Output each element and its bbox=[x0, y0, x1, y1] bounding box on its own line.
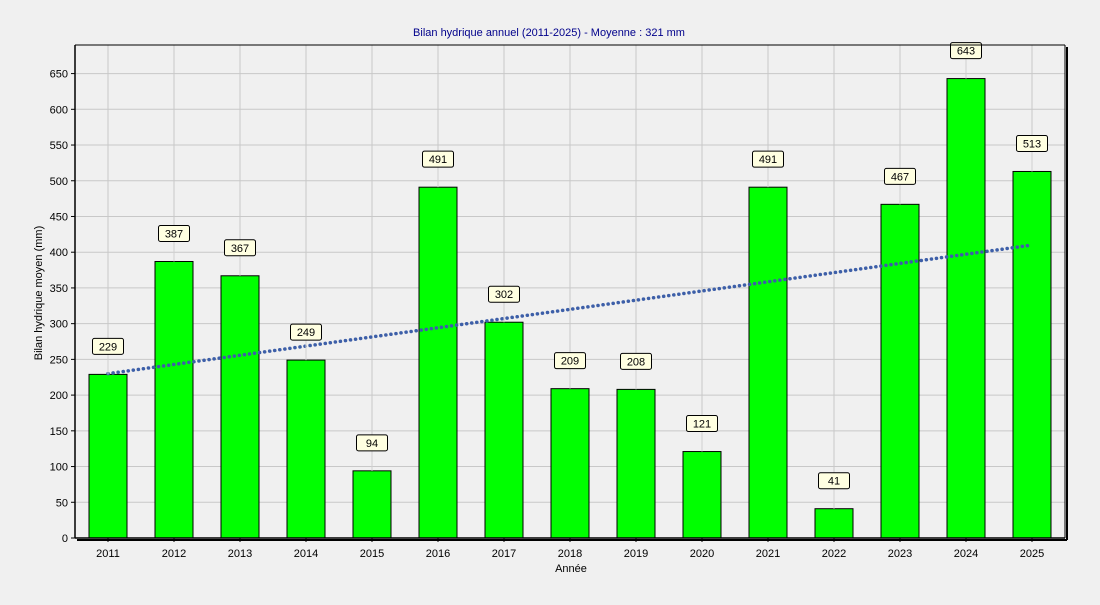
bar bbox=[286, 359, 326, 539]
bar bbox=[550, 388, 590, 539]
y-tick-label: 500 bbox=[50, 176, 68, 188]
data-label: 302 bbox=[495, 289, 513, 301]
data-label-box bbox=[1016, 134, 1048, 152]
x-tick-label: 2016 bbox=[426, 548, 450, 560]
data-label-box bbox=[620, 352, 652, 370]
x-tick-label: 2024 bbox=[954, 548, 978, 560]
data-label-box bbox=[884, 167, 916, 185]
bar bbox=[418, 186, 458, 539]
y-tick-label: 350 bbox=[50, 283, 68, 295]
data-label: 209 bbox=[561, 356, 579, 368]
y-tick-label: 450 bbox=[50, 211, 68, 223]
y-tick-label: 600 bbox=[50, 104, 68, 116]
x-axis-title: Année bbox=[555, 563, 587, 575]
bar bbox=[946, 78, 986, 539]
x-tick-label: 2018 bbox=[558, 548, 582, 560]
bar bbox=[616, 388, 656, 539]
x-tick-label: 2020 bbox=[690, 548, 714, 560]
y-axis-title: Bilan hydrique moyen (mm) bbox=[33, 226, 45, 361]
data-label-box bbox=[290, 323, 322, 341]
data-label: 513 bbox=[1023, 138, 1041, 150]
data-label-box bbox=[554, 352, 586, 370]
data-label: 467 bbox=[891, 171, 909, 183]
y-tick-label: 100 bbox=[50, 462, 68, 474]
data-label: 208 bbox=[627, 356, 645, 368]
y-tick-label: 300 bbox=[50, 319, 68, 331]
x-tick-label: 2017 bbox=[492, 548, 516, 560]
x-tick-label: 2011 bbox=[96, 548, 120, 560]
data-label-box bbox=[224, 239, 256, 257]
bar bbox=[484, 321, 524, 539]
data-label: 643 bbox=[957, 46, 975, 58]
bar bbox=[682, 451, 722, 539]
data-label-box bbox=[950, 42, 982, 60]
bar bbox=[1012, 170, 1052, 539]
bar bbox=[814, 508, 854, 539]
y-tick-label: 550 bbox=[50, 140, 68, 152]
chart-title: Bilan hydrique annuel (2011-2025) - Moye… bbox=[413, 27, 685, 39]
x-tick-label: 2019 bbox=[624, 548, 648, 560]
bar bbox=[880, 203, 920, 539]
data-label-box bbox=[686, 415, 718, 433]
data-label: 491 bbox=[759, 154, 777, 166]
y-tick-label: 150 bbox=[50, 426, 68, 438]
y-tick-label: 650 bbox=[50, 69, 68, 81]
y-tick-label: 250 bbox=[50, 354, 68, 366]
y-tick-label: 400 bbox=[50, 247, 68, 259]
bar bbox=[220, 275, 260, 539]
data-label-box bbox=[422, 150, 454, 168]
data-label: 249 bbox=[297, 327, 315, 339]
data-label: 229 bbox=[99, 341, 117, 353]
data-label: 94 bbox=[366, 438, 378, 450]
y-tick-label: 50 bbox=[56, 497, 68, 509]
data-label-box bbox=[92, 337, 124, 355]
data-label-box bbox=[752, 150, 784, 168]
data-label-box bbox=[488, 285, 520, 303]
bar-layer bbox=[88, 78, 1052, 539]
data-label-box bbox=[158, 224, 190, 242]
bar bbox=[154, 260, 194, 539]
y-tick-label: 200 bbox=[50, 390, 68, 402]
data-label: 387 bbox=[165, 228, 183, 240]
bar bbox=[352, 470, 392, 539]
bar bbox=[748, 186, 788, 539]
data-label-box bbox=[818, 472, 850, 490]
data-label: 491 bbox=[429, 154, 447, 166]
data-label: 121 bbox=[693, 419, 711, 431]
data-label: 41 bbox=[828, 476, 840, 488]
x-tick-label: 2021 bbox=[756, 548, 780, 560]
x-tick-label: 2023 bbox=[888, 548, 912, 560]
axis-layer: 0 50 100 150 200 250 300 350 400 450 500 550 600 650 2… bbox=[50, 44, 1068, 560]
data-label-box bbox=[356, 434, 388, 452]
bar bbox=[88, 373, 128, 539]
y-tick-label: 0 bbox=[62, 533, 68, 545]
x-tick-label: 2012 bbox=[162, 548, 186, 560]
x-tick-label: 2014 bbox=[294, 548, 318, 560]
x-tick-label: 2025 bbox=[1020, 548, 1044, 560]
data-label-layer: 229 387 367 249 94 491 302 209 208 121 491 41 467 643… bbox=[92, 42, 1048, 509]
x-tick-label: 2013 bbox=[228, 548, 252, 560]
x-tick-label: 2022 bbox=[822, 548, 846, 560]
x-tick-label: 2015 bbox=[360, 548, 384, 560]
data-label: 367 bbox=[231, 243, 249, 255]
